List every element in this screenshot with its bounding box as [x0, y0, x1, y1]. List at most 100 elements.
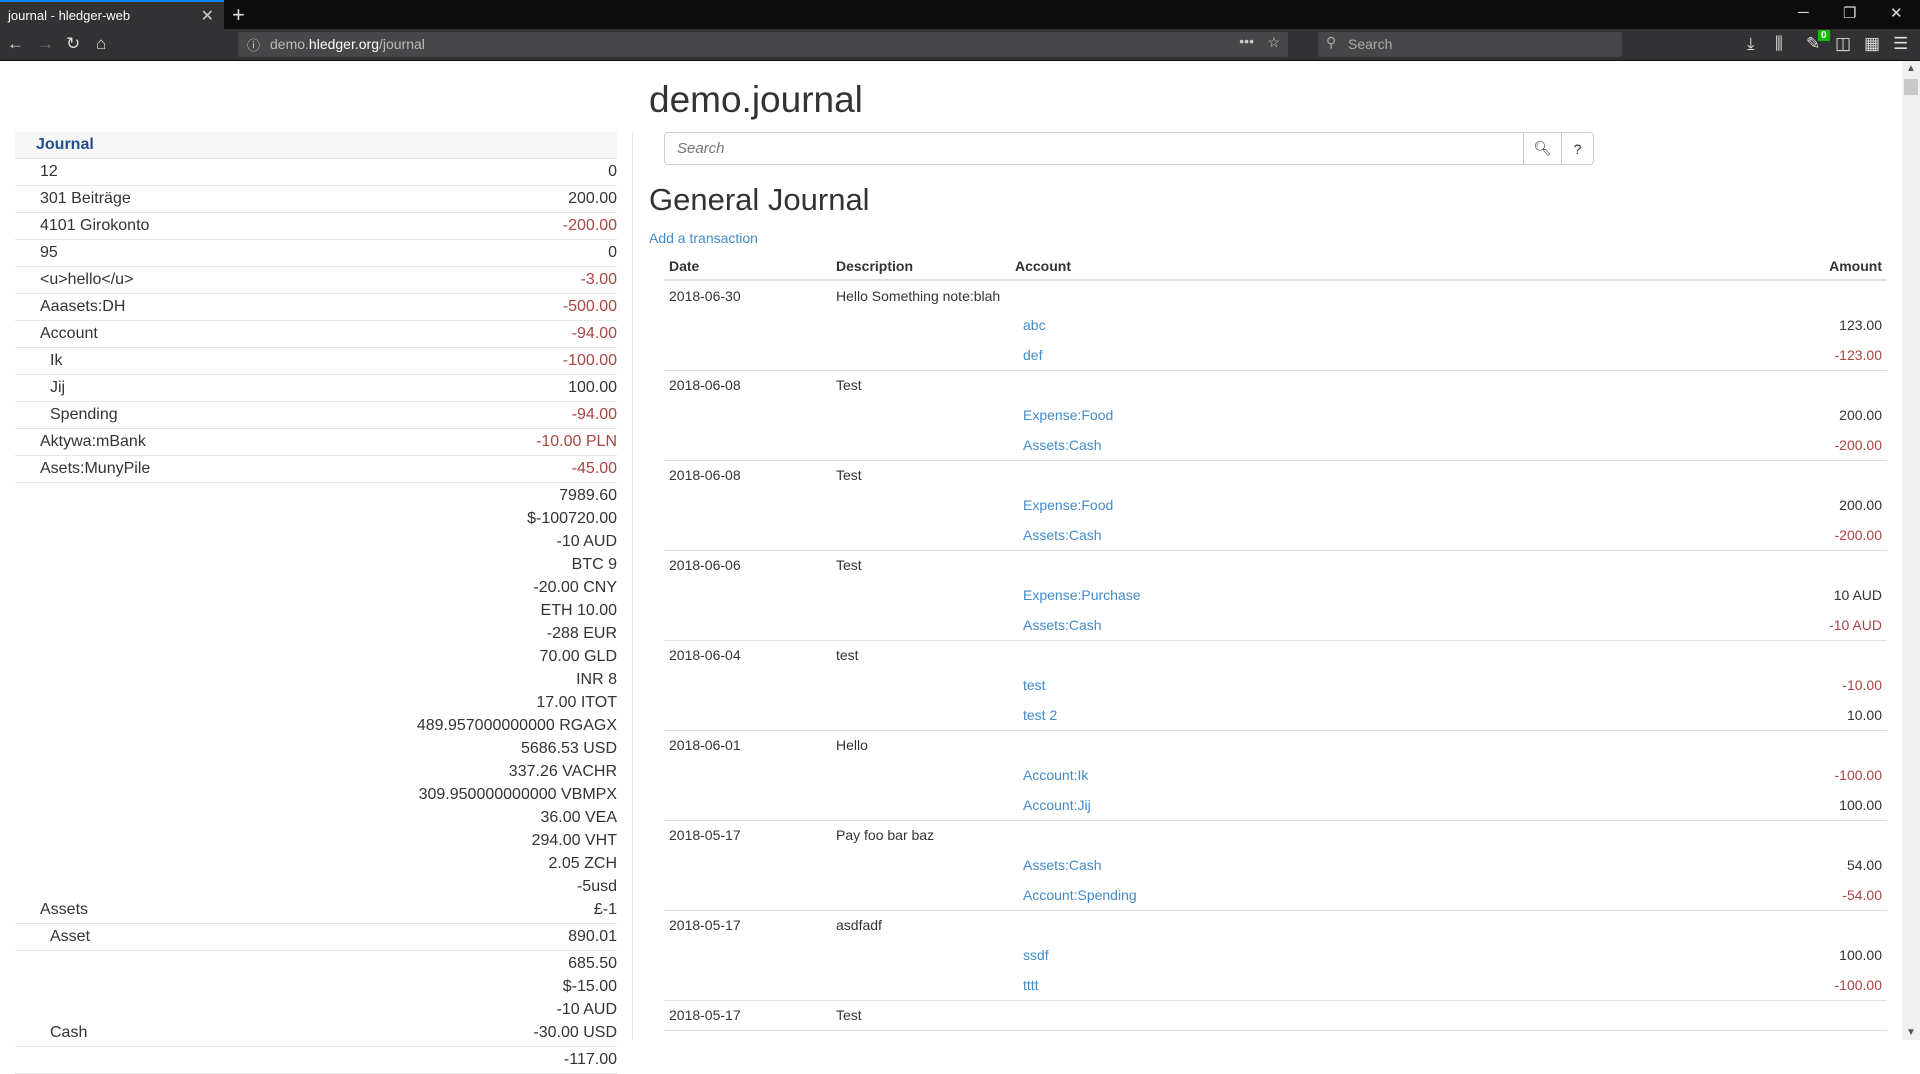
sidebar-icon[interactable]: ◫	[1835, 34, 1852, 53]
sidebar-account-row[interactable]: 4101 Girokonto -200.00	[15, 213, 617, 240]
posting-row: abc 123.00	[664, 310, 1887, 340]
bookmark-star-icon[interactable]: ☆	[1267, 34, 1280, 50]
sidebar-account-row[interactable]: Account -94.00	[15, 321, 617, 348]
close-tab-icon[interactable]: ✕	[200, 8, 214, 25]
sidebar-account-row[interactable]: Aaasets:DH -500.00	[15, 294, 617, 321]
close-window-icon[interactable]: ✕	[1890, 5, 1903, 22]
sidebar-account-row[interactable]: Spending -94.00	[15, 402, 617, 429]
empty-cell	[1010, 280, 1609, 310]
posting-account-link[interactable]: Assets:Cash	[1010, 610, 1609, 641]
account-name[interactable]: Asset	[50, 928, 91, 945]
reload-icon[interactable]: ↻	[66, 34, 81, 53]
posting-row: def -123.00	[664, 340, 1887, 371]
account-name[interactable]: Cash	[50, 1024, 88, 1041]
sidebar-account-row[interactable]: Cash 685.50 $-15.00 -10 AUD -30.00 USD	[15, 951, 617, 1047]
account-name[interactable]: Aktywa:mBank	[40, 433, 146, 450]
account-name[interactable]: Account	[40, 325, 98, 342]
posting-account-link[interactable]: Assets:Cash	[1010, 520, 1609, 551]
transaction-row: 2018-05-17 Test	[664, 1000, 1887, 1031]
sidebar-account-row[interactable]: <u>hello</u> -3.00	[15, 267, 617, 294]
account-name[interactable]: 12	[40, 163, 58, 180]
sidebar-account-row[interactable]: Ik -100.00	[15, 348, 617, 375]
empty-cell	[831, 400, 1010, 430]
section-title: General Journal	[649, 182, 870, 217]
search-input[interactable]	[664, 132, 1524, 165]
account-name[interactable]: Jij	[50, 379, 66, 396]
posting-account-link[interactable]: Expense:Food	[1023, 407, 1114, 423]
sidebar-account-row[interactable]: 301 Beiträge 200.00	[15, 186, 617, 213]
sidebar-heading[interactable]: Journal	[36, 136, 94, 153]
address-bar[interactable]: ⓘ demo.hledger.org/journal ••• ☆	[238, 32, 1288, 57]
posting-account-link[interactable]: Account:Jij	[1010, 790, 1609, 821]
balance-amount: -500.00	[562, 298, 617, 315]
browser-search-input[interactable]: ⚲ Search	[1318, 32, 1622, 57]
sidebar-account-row[interactable]: Asets:MunyPile -45.00	[15, 456, 617, 483]
posting-account-link[interactable]: Expense:Food	[1023, 497, 1114, 513]
download-icon[interactable]: ⤓	[1747, 34, 1755, 53]
account-name[interactable]: Ik	[50, 352, 63, 369]
posting-row: Assets:Cash -200.00	[664, 520, 1887, 551]
back-icon[interactable]: ←	[7, 34, 24, 53]
account-name[interactable]: Aaasets:DH	[40, 298, 126, 315]
empty-cell	[664, 430, 831, 461]
posting-account-link[interactable]: test	[1023, 677, 1046, 693]
posting-account-link[interactable]: Account:Spending	[1010, 880, 1609, 911]
account-name[interactable]: Asets:MunyPile	[40, 460, 151, 477]
forward-icon[interactable]: →	[37, 34, 54, 53]
home-icon[interactable]: ⌂	[96, 34, 107, 53]
page-actions-icon[interactable]: •••	[1239, 33, 1254, 49]
posting-account-link[interactable]: Assets:Cash	[1023, 857, 1102, 873]
scroll-down-icon[interactable]: ▼	[1906, 1027, 1916, 1038]
posting-account-link[interactable]: Expense:Purchase	[1023, 587, 1141, 603]
account-name[interactable]: 95	[40, 244, 58, 261]
containers-icon[interactable]: ▦	[1864, 34, 1881, 53]
posting-account-link[interactable]: ssdf	[1023, 947, 1049, 963]
sidebar-account-row[interactable]: 95 0	[15, 240, 617, 267]
posting-row: ssdf 100.00	[664, 940, 1887, 970]
account-name[interactable]: 4101 Girokonto	[40, 217, 150, 234]
search-button[interactable]: 🔍︎	[1524, 132, 1562, 165]
add-transaction-link[interactable]: Add a transaction	[649, 230, 758, 246]
sidebar-account-row[interactable]: Assets 7989.60 $-100720.00 -10 AUD BTC 9 -20.…	[15, 483, 617, 924]
posting-account-link[interactable]: abc	[1023, 317, 1046, 333]
posting-account-link[interactable]: tttt	[1010, 970, 1609, 1001]
minimize-icon[interactable]: ─	[1798, 4, 1809, 21]
sidebar-account-row[interactable]: Jij 100.00	[15, 375, 617, 402]
restore-icon[interactable]: ❐	[1843, 5, 1857, 22]
account-name[interactable]: Spending	[50, 406, 118, 423]
empty-cell	[1010, 370, 1609, 400]
posting-account-link[interactable]: def	[1010, 340, 1609, 371]
posting-account-link[interactable]: Assets:Cash	[1010, 430, 1609, 461]
sidebar-account-row[interactable]: -117.00	[15, 1047, 617, 1074]
account-name[interactable]: Assets	[40, 901, 89, 918]
empty-cell	[664, 340, 831, 371]
empty-cell	[831, 490, 1010, 520]
sidebar-account-row[interactable]: 12 0	[15, 159, 617, 186]
menu-icon[interactable]: ☰	[1893, 34, 1909, 53]
info-icon[interactable]: ⓘ	[247, 38, 261, 53]
posting-amount: -200.00	[1608, 430, 1887, 461]
posting-account-link[interactable]: Account:Ik	[1023, 767, 1089, 783]
scrollbar-thumb[interactable]	[1904, 79, 1918, 95]
posting-account-link[interactable]: test 2	[1010, 700, 1609, 731]
balance-amount: -45.00	[571, 460, 617, 477]
new-tab-icon[interactable]: +	[232, 2, 245, 27]
account-balance: -3.00	[581, 268, 617, 291]
library-icon[interactable]: ⫼	[1775, 34, 1783, 53]
balance-amount: 2.05 ZCH	[548, 855, 617, 872]
empty-cell	[831, 310, 1010, 340]
help-button[interactable]: ?	[1562, 132, 1594, 165]
scroll-up-icon[interactable]: ▲	[1906, 63, 1916, 74]
transaction-row: 2018-06-08 Test	[664, 370, 1887, 400]
balance-amount: -200.00	[562, 217, 617, 234]
account-name[interactable]: <u>hello</u>	[40, 271, 134, 288]
browser-tab[interactable]: journal - hledger-web ✕	[0, 0, 224, 29]
balance-amount: 70.00 GLD	[539, 648, 617, 665]
account-name[interactable]: 301 Beiträge	[40, 190, 131, 207]
sidebar-account-row[interactable]: Asset 890.01	[15, 924, 617, 951]
extension-icon[interactable]: ✎	[1806, 34, 1821, 53]
sidebar-journal-link[interactable]: Journal	[15, 132, 617, 159]
scrollbar[interactable]: ▲ ▼	[1902, 61, 1920, 1040]
sidebar-account-row[interactable]: Aktywa:mBank -10.00 PLN	[15, 429, 617, 456]
empty-cell	[1609, 730, 1887, 760]
